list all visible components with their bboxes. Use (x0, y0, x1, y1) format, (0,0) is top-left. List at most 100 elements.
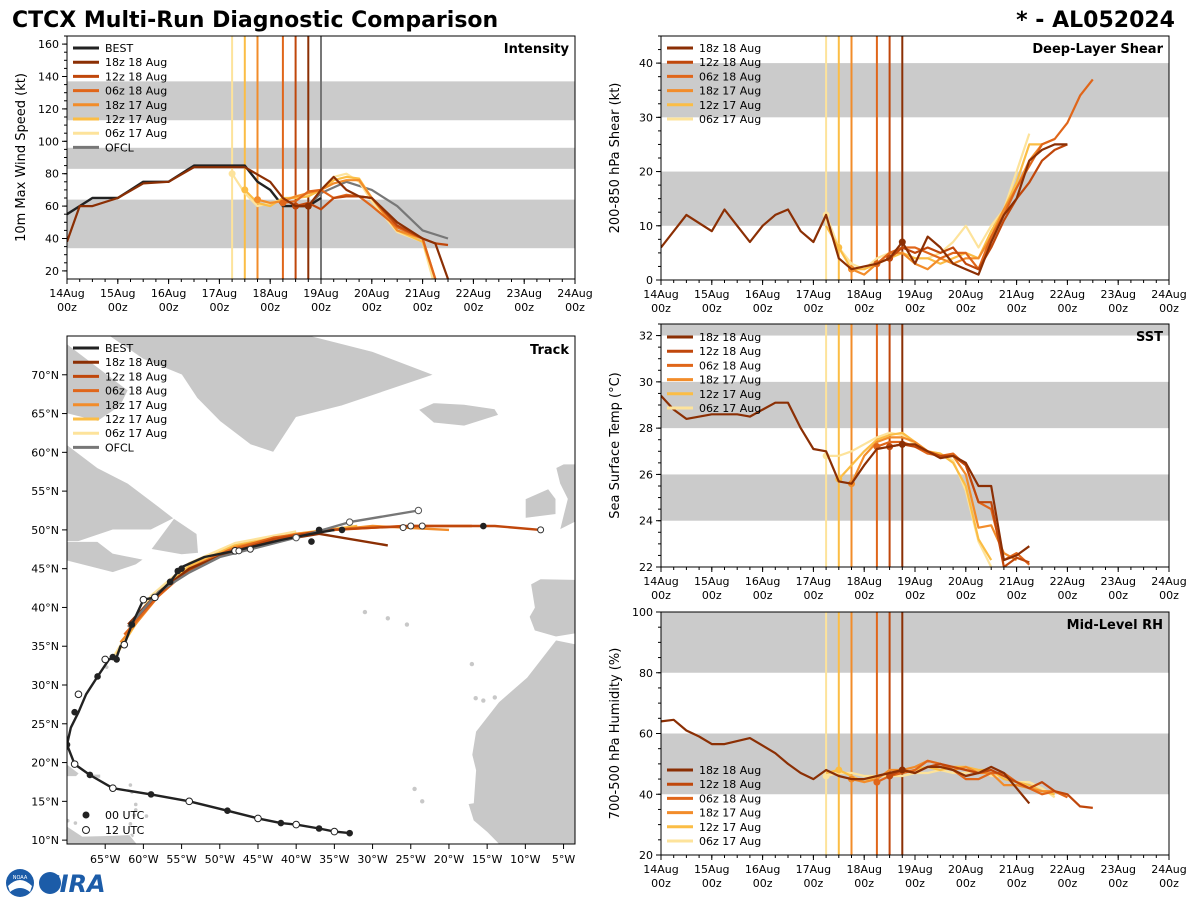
x-tick-label: 00z (1159, 589, 1179, 602)
series-line (888, 143, 1068, 271)
land-island (67, 818, 70, 823)
plot-area (661, 612, 1169, 855)
series-line (661, 718, 1031, 805)
forecast-point (537, 526, 545, 534)
shaded-band (661, 733, 1169, 795)
land-hispaniola (67, 763, 80, 777)
series-line (876, 78, 1094, 271)
best-point-00utc (113, 656, 120, 663)
x-tick-label: 00z (413, 301, 433, 314)
land-labrador (67, 444, 175, 546)
y-tick-label: 20 (45, 265, 59, 278)
land-island (412, 786, 417, 792)
legend-label: 06z 17 Aug (699, 113, 761, 126)
y-tick-label: 140 (38, 71, 59, 84)
best-point-12utc (254, 814, 262, 823)
best-point-00utc (315, 526, 323, 534)
y-tick-label: 20 (639, 849, 653, 862)
x-tick-label: 15Aug (694, 288, 729, 301)
forecast-point (399, 524, 407, 532)
legend-label: 18z 18 Aug (699, 42, 761, 55)
series-line (661, 143, 1068, 276)
track-line (111, 530, 297, 659)
land-iberia (528, 578, 575, 638)
legend-label: 06z 18 Aug (699, 792, 761, 805)
y-tick-label: 30 (639, 111, 653, 124)
init-point (898, 766, 906, 774)
legend-label: 06z 18 Aug (699, 359, 761, 372)
x-tick-label: 00z (956, 302, 976, 315)
x-tick-label: 00z (651, 589, 671, 602)
forecast-point (235, 547, 243, 555)
ofcl-point (292, 533, 300, 542)
best-point-00utc (338, 526, 346, 534)
x-tick-label: 15Aug (694, 575, 729, 588)
y-tick-label: 40 (45, 233, 59, 246)
best-point-12utc (101, 655, 109, 664)
shaded-band (661, 171, 1169, 226)
land-island (473, 695, 478, 701)
best-track-line (67, 528, 350, 835)
panel-title: SST (1136, 330, 1163, 345)
map-area (67, 336, 575, 844)
shear-panel: 01020304014Aug00z15Aug00z16Aug00z17Aug00… (608, 35, 1187, 315)
y-tick-label: 26 (639, 468, 653, 481)
x-tick-label: 18Aug (846, 288, 881, 301)
best-point-00utc (315, 825, 323, 832)
y-tick-label: 160 (38, 38, 59, 51)
x-tick-label: 00z (464, 301, 484, 314)
forecast-point (246, 545, 254, 553)
x-tick-label: 15Aug (694, 863, 729, 876)
sst-panel: 22242628303214Aug00z15Aug00z16Aug00z17Au… (608, 323, 1187, 602)
y-tick-label: 40 (639, 57, 653, 70)
legend-label: 12z 17 Aug (105, 113, 167, 126)
x-tick-label: 14Aug (643, 863, 678, 876)
land-island (385, 616, 391, 621)
x-tick-label: 00z (804, 302, 824, 315)
x-tick-label: 20Aug (948, 863, 983, 876)
x-tick-label: 00z (854, 302, 874, 315)
x-tick-label: 21Aug (999, 863, 1034, 876)
land-island (133, 802, 138, 807)
x-tick-label: 00z (1159, 877, 1179, 890)
x-tick-label: 60°W (128, 853, 158, 866)
land-island (132, 813, 137, 818)
x-tick-label: 25°W (396, 853, 426, 866)
x-tick-label: 18Aug (252, 287, 287, 300)
x-tick-label: 00z (905, 589, 925, 602)
legend-label: 06z 17 Aug (699, 402, 761, 415)
y-tick-label: 60 (45, 200, 59, 213)
x-tick-label: 20Aug (948, 288, 983, 301)
y-tick-label: 100 (632, 606, 653, 619)
y-tick-label: 24 (639, 515, 653, 528)
x-tick-label: 40°W (281, 853, 311, 866)
x-tick-label: 00z (514, 301, 534, 314)
x-tick-label: 15°W (472, 853, 502, 866)
legend-label: 18z 18 Aug (105, 56, 167, 69)
best-point-00utc (224, 807, 231, 814)
legend-label: OFCL (105, 141, 135, 154)
best-point-12utc (185, 797, 194, 806)
land-island (133, 808, 138, 812)
x-tick-label: 00z (311, 301, 331, 314)
x-tick-label: 00z (854, 589, 874, 602)
x-tick-label: 00z (905, 302, 925, 315)
legend-label: BEST (105, 342, 133, 355)
init-point (254, 196, 261, 204)
x-tick-label: 17Aug (796, 575, 831, 588)
x-tick-label: 00z (1058, 877, 1078, 890)
best-point-00utc (71, 708, 78, 716)
legend-label: 00 UTC (105, 809, 145, 822)
best-point-00utc (166, 578, 174, 586)
legend-label: 18z 17 Aug (105, 99, 167, 112)
x-tick-label: 17Aug (796, 288, 831, 301)
legend-label: 12z 17 Aug (699, 821, 761, 834)
x-tick-label: 00z (956, 589, 976, 602)
best-point-12utc (109, 784, 117, 792)
x-tick-label: 22Aug (1050, 575, 1085, 588)
land-south-america (67, 825, 138, 844)
legend-label: 12z 18 Aug (105, 70, 167, 83)
x-tick-label: 00z (651, 877, 671, 890)
x-tick-label: 19Aug (897, 863, 932, 876)
